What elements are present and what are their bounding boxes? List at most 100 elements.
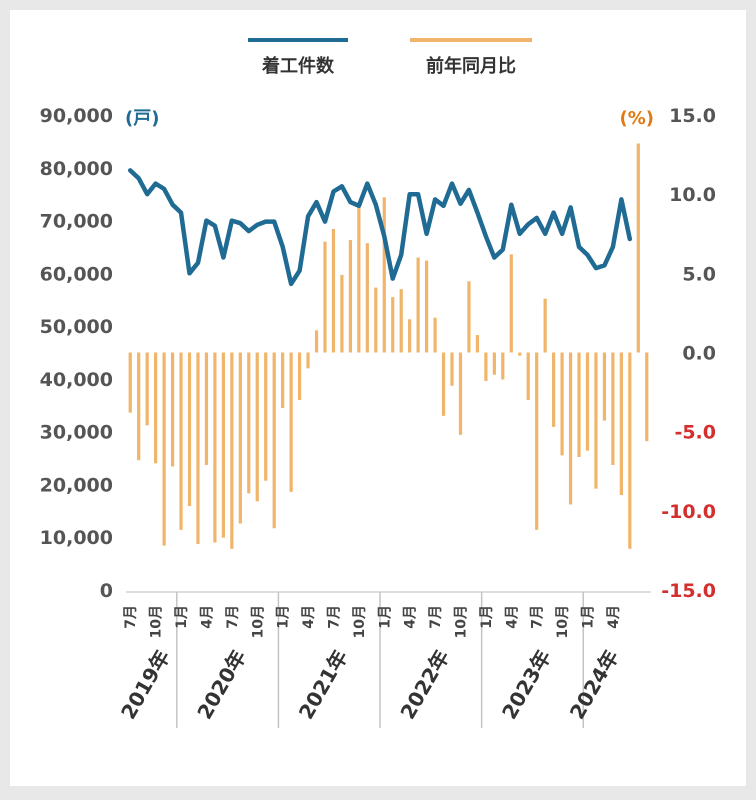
- right-axis-tick-label: 0.0: [682, 343, 716, 365]
- month-label: 10月: [149, 605, 165, 638]
- left-axis-tick-label: 30,000: [40, 422, 113, 444]
- yoy-bar: [475, 335, 480, 353]
- yoy-bar: [314, 330, 319, 353]
- yoy-bar: [543, 298, 547, 353]
- yoy-bar: [602, 352, 607, 421]
- yoy-bar: [628, 352, 632, 549]
- left-axis-tick-label: 90,000: [40, 105, 113, 127]
- yoy-bar: [247, 352, 251, 494]
- month-label: 1月: [377, 605, 393, 629]
- yoy-bar: [594, 352, 598, 489]
- month-label: 10月: [555, 605, 571, 638]
- yoy-bar: [264, 352, 268, 481]
- year-label: 2019年: [116, 646, 175, 724]
- yoy-bar: [433, 317, 437, 353]
- month-label: 7月: [123, 605, 139, 629]
- yoy-bar: [365, 243, 369, 353]
- left-axis-tick-label: 0: [100, 580, 113, 602]
- yoy-bar: [424, 260, 429, 353]
- year-label: 2020年: [192, 646, 251, 724]
- yoy-bar: [509, 254, 513, 353]
- yoy-bar: [535, 352, 539, 530]
- yoy-bar: [238, 352, 242, 524]
- right-axis-tick-label: -10.0: [661, 501, 716, 523]
- yoy-bar: [179, 352, 183, 530]
- starts-line: [127, 168, 633, 287]
- yoy-bar: [526, 352, 530, 400]
- yoy-bar: [611, 352, 615, 465]
- left-axis-tick-label: 80,000: [40, 158, 113, 180]
- right-axis-tick-label: 5.0: [682, 263, 716, 285]
- yoy-bar: [221, 352, 225, 538]
- yoy-bar: [382, 197, 386, 353]
- month-label: 7月: [530, 605, 546, 629]
- yoy-bar: [340, 274, 344, 353]
- yoy-bar: [306, 352, 310, 369]
- yoy-bar: [501, 352, 505, 380]
- yoy-bar: [492, 352, 496, 375]
- yoy-bar: [331, 229, 336, 353]
- yoy-bar: [560, 352, 564, 456]
- left-axis-tick-label: 40,000: [40, 369, 113, 391]
- right-axis-tick-label: -5.0: [674, 422, 716, 444]
- yoy-bar: [585, 352, 590, 451]
- month-label: 1月: [276, 605, 292, 629]
- legend-label-bar: 前年同月比: [426, 55, 516, 77]
- yoy-bar: [374, 287, 378, 353]
- yoy-bar: [458, 352, 463, 435]
- yoy-bar: [187, 352, 192, 507]
- yoy-bar: [399, 289, 403, 353]
- left-axis-tick-label: 20,000: [40, 474, 113, 496]
- month-label: 4月: [301, 605, 317, 629]
- yoy-bar: [408, 319, 412, 353]
- year-label: 2024年: [565, 646, 624, 724]
- month-label: 7月: [225, 605, 241, 629]
- month-label: 1月: [580, 605, 596, 629]
- yoy-bar: [619, 352, 623, 495]
- yoy-bar: [441, 352, 446, 416]
- yoy-bar: [281, 352, 285, 408]
- yoy-bar: [636, 143, 640, 353]
- yoy-bar: [552, 352, 556, 427]
- yoy-bar: [577, 352, 581, 457]
- month-label: 4月: [403, 605, 419, 629]
- month-label: 4月: [606, 605, 622, 629]
- month-label: 4月: [199, 605, 215, 629]
- yoy-bar: [289, 352, 293, 492]
- yoy-bar: [255, 352, 259, 502]
- yoy-bar: [645, 352, 649, 442]
- left-axis-tick-label: 50,000: [40, 316, 113, 338]
- yoy-bar: [230, 352, 234, 549]
- right-axis-tick-label: -15.0: [661, 580, 716, 602]
- chart-card: 着工件数 前年同月比 0 10,000 20,000 30,000 40,000 50,000…: [10, 10, 746, 786]
- yoy-bar: [213, 352, 217, 543]
- yoy-bar: [357, 203, 361, 353]
- year-label: 2023年: [497, 646, 556, 724]
- yoy-bar: [467, 281, 471, 353]
- left-axis-tick-label: 60,000: [40, 263, 113, 285]
- right-axis-tick-label: 10.0: [669, 184, 716, 206]
- month-label: 10月: [453, 605, 469, 638]
- yoy-bar: [348, 240, 353, 353]
- yoy-bar: [137, 352, 141, 461]
- left-axis-tick-label: 70,000: [40, 211, 113, 233]
- month-label: 7月: [326, 605, 342, 629]
- yoy-bar: [568, 352, 573, 505]
- yoy-bar: [323, 241, 327, 353]
- year-label: 2021年: [294, 646, 353, 724]
- month-label: 7月: [428, 605, 444, 629]
- yoy-bar: [518, 352, 522, 356]
- yoy-bar: [204, 352, 209, 465]
- yoy-bar: [128, 352, 132, 413]
- month-label: 10月: [250, 605, 266, 638]
- month-label: 4月: [504, 605, 520, 629]
- yoy-bar: [391, 297, 395, 353]
- yoy-bar: [416, 257, 420, 353]
- left-axis-tick-label: 10,000: [40, 527, 113, 549]
- yoy-bar: [145, 352, 149, 426]
- right-axis-tick-label: 15.0: [669, 105, 716, 127]
- legend-label-line: 着工件数: [261, 55, 335, 77]
- year-label: 2022年: [395, 646, 454, 724]
- yoy-bar: [162, 352, 166, 546]
- yoy-bar: [484, 352, 488, 381]
